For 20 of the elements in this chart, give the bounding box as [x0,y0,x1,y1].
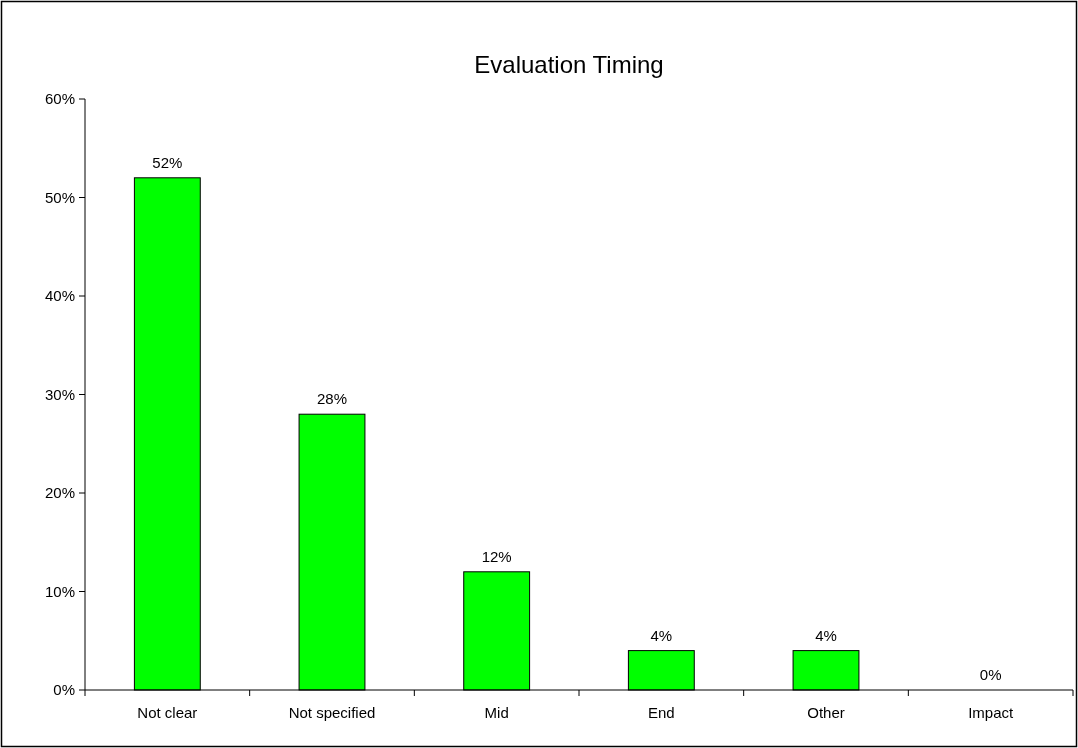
y-tick-label: 50% [44,188,75,206]
y-tick-label: 20% [44,484,75,502]
data-label: 4% [815,626,837,644]
y-tick-label: 60% [44,90,75,108]
data-label: 52% [152,153,183,171]
data-label: 12% [481,547,512,565]
x-tick-label: Not specified [288,704,376,721]
y-tick-label: 40% [44,287,75,305]
x-tick-label: End [647,704,675,721]
x-tick-label: Not clear [137,704,198,721]
x-tick-label: Impact [968,704,1015,721]
y-tick-label: 30% [44,385,75,403]
data-label: 28% [316,390,348,408]
y-tick-label: 10% [44,582,75,600]
y-tick-label: 0% [53,681,75,699]
x-tick-label: Mid [484,704,509,721]
data-label: 0% [979,666,1002,683]
data-label: 4% [650,626,673,644]
x-tick-label: Other [807,704,845,721]
chart-title: Evaluation Timing [474,51,664,78]
